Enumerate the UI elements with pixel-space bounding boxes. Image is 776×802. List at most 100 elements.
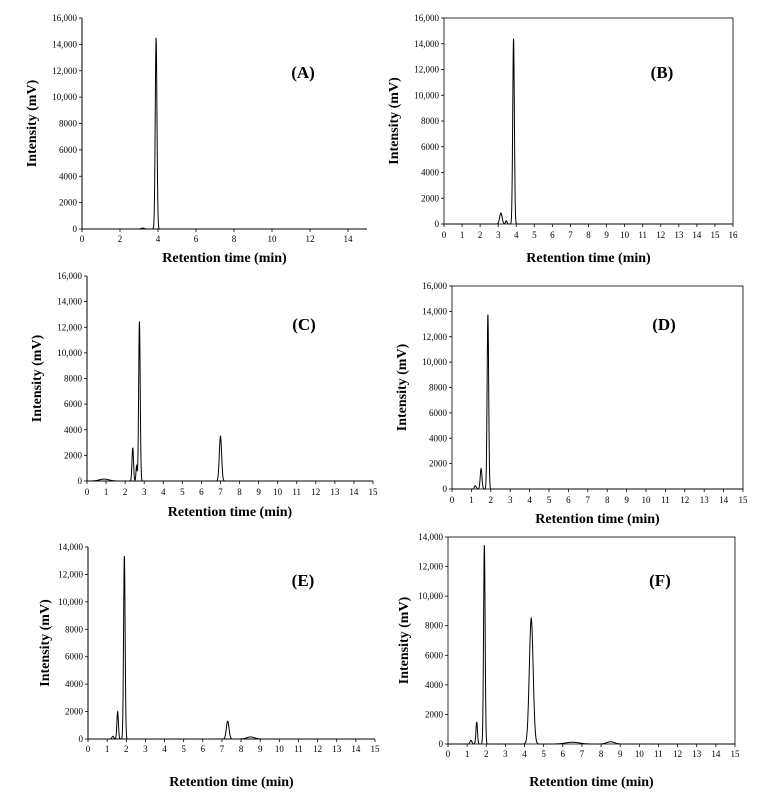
plot-frame: [447, 536, 736, 745]
chart-panel-b: 0 1 2 3 4 5 6 7 8 9 10 11 12 13 14 15 160200040006000800…: [387, 13, 738, 266]
y-tick-label: 12,000: [414, 65, 439, 75]
x-tick-label: 15: [739, 495, 749, 505]
y-tick-label: 0: [73, 224, 78, 234]
x-tick-label: 1: [469, 495, 474, 505]
y-tick-label: 16,000: [52, 13, 77, 23]
x-tick-label: 0: [85, 487, 90, 497]
x-tick-label: 13: [692, 749, 702, 759]
x-tick-label: 4: [514, 230, 519, 240]
peak-apex: [124, 555, 125, 556]
x-axis-title: Retention time (min): [162, 251, 287, 266]
y-tick-label: 0: [435, 219, 440, 229]
y-tick-label: 0: [439, 739, 444, 749]
x-tick-label: 7: [580, 749, 585, 759]
y-tick-label: 14,000: [52, 39, 77, 49]
x-tick-label: 3: [143, 744, 148, 754]
chromatogram-trace: [452, 314, 743, 490]
x-tick-label: 0: [86, 744, 91, 754]
x-tick-label: 4: [161, 487, 166, 497]
x-tick-label: 3: [508, 495, 513, 505]
chart-panel-e: 0 1 2 3 4 5 6 7 8 9 10 11 12 13 14 15020004000600080001…: [38, 542, 380, 790]
y-tick-label: 6000: [429, 408, 448, 418]
x-tick-label: 8: [605, 495, 610, 505]
x-tick-label: 7: [568, 230, 573, 240]
x-tick-label: 13: [700, 495, 710, 505]
panel-label: (E): [292, 571, 315, 590]
y-axis-title: Intensity (mV): [30, 334, 45, 422]
x-tick-label: 11: [292, 487, 301, 497]
x-tick-label: 12: [673, 749, 682, 759]
x-tick-label: 12: [313, 744, 322, 754]
y-tick-label: 14,000: [57, 297, 82, 307]
x-tick-label: 13: [332, 744, 342, 754]
x-tick-label: 9: [258, 744, 263, 754]
y-tick-label: 10,000: [422, 357, 447, 367]
x-tick-label: 10: [635, 749, 645, 759]
y-tick-label: 10,000: [418, 591, 443, 601]
y-tick-label: 4000: [65, 679, 84, 689]
y-tick-label: 6000: [425, 650, 444, 660]
y-tick-label: 10,000: [52, 92, 77, 102]
x-tick-label: 15: [371, 744, 381, 754]
x-tick-label: 12: [656, 230, 665, 240]
x-tick-label: 8: [239, 744, 244, 754]
x-tick-label: 15: [710, 230, 720, 240]
x-tick-label: 6: [550, 230, 555, 240]
x-tick-label: 9: [256, 487, 261, 497]
y-tick-label: 8000: [421, 116, 440, 126]
y-tick-label: 6000: [59, 145, 78, 155]
y-tick-label: 6000: [421, 142, 440, 152]
y-tick-label: 6000: [64, 399, 83, 409]
y-tick-label: 10,000: [57, 348, 82, 358]
x-tick-label: 10: [620, 230, 630, 240]
peak-apex: [484, 544, 485, 545]
x-tick-label: 14: [344, 234, 354, 244]
panel-label: (C): [292, 315, 316, 334]
y-tick-label: 2000: [421, 193, 440, 203]
x-tick-label: 11: [638, 230, 647, 240]
x-axis-title: Retention time (min): [526, 251, 651, 266]
y-tick-label: 14,000: [418, 532, 443, 542]
x-axis-title: Retention time (min): [169, 775, 294, 790]
chromatogram-trace: [448, 545, 735, 745]
x-tick-label: 5: [181, 744, 186, 754]
y-tick-label: 16,000: [422, 281, 447, 291]
x-tick-label: 9: [624, 495, 629, 505]
y-tick-label: 14,000: [414, 39, 439, 49]
x-tick-label: 6: [199, 487, 204, 497]
y-axis-title: Intensity (mV): [25, 79, 40, 167]
x-tick-label: 5: [532, 230, 537, 240]
x-tick-label: 9: [618, 749, 623, 759]
y-axis-title: Intensity (mV): [395, 343, 410, 431]
x-tick-label: 14: [711, 749, 721, 759]
y-tick-label: 8000: [64, 374, 83, 384]
x-tick-label: 14: [719, 495, 729, 505]
y-tick-label: 12,000: [52, 66, 77, 76]
x-tick-label: 2: [118, 234, 123, 244]
y-tick-label: 2000: [59, 198, 78, 208]
y-tick-label: 4000: [429, 433, 448, 443]
x-tick-label: 2: [484, 749, 489, 759]
peak-apex: [139, 320, 140, 321]
x-tick-label: 5: [547, 495, 552, 505]
x-tick-label: 14: [692, 230, 702, 240]
x-tick-label: 15: [369, 487, 379, 497]
y-axis-title: Intensity (mV): [397, 596, 412, 684]
x-tick-label: 6: [194, 234, 199, 244]
peak-apex: [487, 313, 488, 314]
x-tick-label: 4: [162, 744, 167, 754]
panel-label: (F): [649, 571, 671, 590]
chart-panel-a: 0 2 4 6 8 10 12 14 0 2000 4000 6000 8000 10,000 12,000…: [25, 13, 367, 266]
y-tick-label: 16,000: [414, 13, 439, 23]
x-tick-label: 2: [123, 487, 128, 497]
y-tick-label: 0: [443, 484, 448, 494]
y-tick-label: 8000: [59, 119, 78, 129]
plot-frame: [451, 285, 744, 490]
plot-frame: [443, 17, 734, 225]
x-tick-label: 3: [142, 487, 147, 497]
chromatogram-trace: [444, 38, 733, 225]
y-tick-label: 8000: [429, 383, 448, 393]
x-tick-label: 9: [604, 230, 609, 240]
x-tick-label: 14: [351, 744, 361, 754]
